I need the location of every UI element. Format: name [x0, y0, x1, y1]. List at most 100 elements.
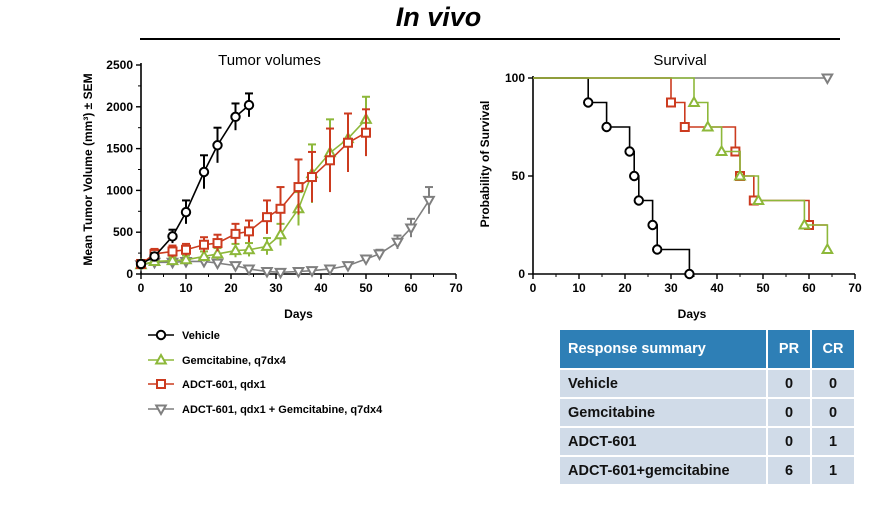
censor-point	[684, 268, 695, 280]
x-tick-label: 20	[618, 281, 632, 295]
data-point	[291, 266, 306, 279]
table-cell: ADCT-601+gemcitabine	[560, 457, 766, 484]
data-point	[228, 243, 243, 256]
survival-step-line	[533, 77, 829, 250]
data-point	[305, 266, 319, 278]
data-point	[197, 249, 211, 261]
censor-point	[797, 217, 811, 230]
response-summary-table: Response summary PR CR Vehicle 0 0 Gemci…	[558, 328, 856, 486]
data-point	[180, 206, 192, 218]
y-tick-label: 50	[512, 169, 526, 183]
censor-point	[583, 97, 594, 108]
data-point	[243, 99, 255, 111]
censor-point	[629, 170, 640, 182]
censor-point	[715, 144, 729, 156]
x-tick-label: 0	[530, 281, 537, 295]
data-point	[230, 111, 241, 123]
legend-marker-icon	[148, 329, 174, 341]
data-point	[390, 237, 405, 250]
data-point	[179, 252, 193, 265]
y-tick-label: 0	[518, 267, 525, 281]
censor-point	[624, 146, 635, 157]
table-cell: 0	[812, 399, 854, 426]
data-point	[198, 166, 210, 178]
legend-symbol	[154, 404, 168, 416]
data-point	[244, 226, 254, 237]
y-tick-label: 500	[113, 225, 133, 239]
chart-title: Survival	[653, 52, 706, 69]
data-point	[325, 155, 335, 166]
series-line	[140, 104, 250, 265]
table-header: Response summary	[560, 330, 766, 368]
censor-point	[733, 168, 747, 181]
x-tick-label: 10	[179, 281, 193, 295]
x-tick-label: 50	[756, 281, 770, 295]
data-point	[372, 249, 387, 261]
x-tick-label: 0	[138, 281, 145, 295]
censor-point	[633, 195, 644, 206]
data-point	[212, 238, 223, 249]
x-tick-label: 20	[224, 281, 238, 295]
x-tick-label: 30	[664, 281, 678, 295]
y-tick-label: 1000	[106, 183, 133, 197]
data-point	[135, 258, 147, 270]
censor-point	[687, 95, 701, 107]
legend-marker-icon	[148, 379, 174, 389]
table-header: PR	[768, 330, 810, 368]
survival-series-0	[533, 77, 695, 280]
data-point	[361, 127, 371, 138]
table-cell: 1	[812, 428, 854, 455]
series-1	[134, 95, 373, 270]
legend-label: Vehicle	[182, 330, 220, 342]
legend-symbol	[154, 352, 168, 364]
legend-marker-icon	[148, 352, 174, 364]
data-point	[242, 242, 256, 255]
data-point	[242, 264, 256, 277]
data-point	[273, 267, 288, 280]
table-cell: Gemcitabine	[560, 399, 766, 426]
table-cell: 0	[768, 370, 810, 397]
legend-marker-icon	[148, 404, 174, 416]
data-point	[323, 264, 337, 277]
legend-label: ADCT-601, qdx1 + Gemcitabine, q7dx4	[182, 403, 383, 416]
data-point	[210, 258, 225, 271]
table-row: ADCT-601+gemcitabine 6 1	[560, 457, 854, 484]
series-line	[140, 118, 367, 266]
x-tick-label: 10	[572, 281, 586, 295]
x-axis-label: Days	[284, 307, 313, 321]
survival-series-1	[533, 77, 834, 254]
table-cell: ADCT-601	[560, 428, 766, 455]
x-tick-label: 40	[314, 281, 328, 295]
legend-symbol	[156, 379, 166, 389]
y-tick-label: 0	[126, 267, 133, 281]
x-tick-label: 70	[848, 281, 862, 295]
data-point	[262, 212, 272, 223]
survival-step-line	[533, 77, 691, 274]
data-point	[422, 195, 436, 208]
data-point	[149, 251, 160, 262]
data-point	[359, 254, 373, 266]
x-tick-label: 40	[710, 281, 724, 295]
data-point	[230, 228, 241, 239]
legend-symbol	[155, 329, 167, 341]
data-point	[404, 223, 418, 236]
legend-label: ADCT-601, qdx1	[182, 379, 266, 391]
survival-series-2	[533, 77, 828, 230]
x-tick-label: 50	[359, 281, 373, 295]
data-point	[307, 172, 317, 183]
data-point	[343, 137, 353, 148]
table-row: Vehicle 0 0	[560, 370, 854, 397]
x-tick-label: 70	[449, 281, 463, 295]
y-tick-label: 100	[505, 71, 525, 85]
legend-label: Gemcitabine, q7dx4	[182, 354, 286, 367]
table-row: Gemcitabine 0 0	[560, 399, 854, 426]
table-row: ADCT-601 0 1	[560, 428, 854, 455]
table-cell: 0	[812, 370, 854, 397]
series-0	[135, 92, 255, 270]
page-title: In vivo	[395, 2, 482, 32]
data-point	[273, 227, 288, 240]
data-point	[341, 261, 355, 273]
table-header-row: Response summary PR CR	[560, 330, 854, 368]
table-header: CR	[812, 330, 854, 368]
